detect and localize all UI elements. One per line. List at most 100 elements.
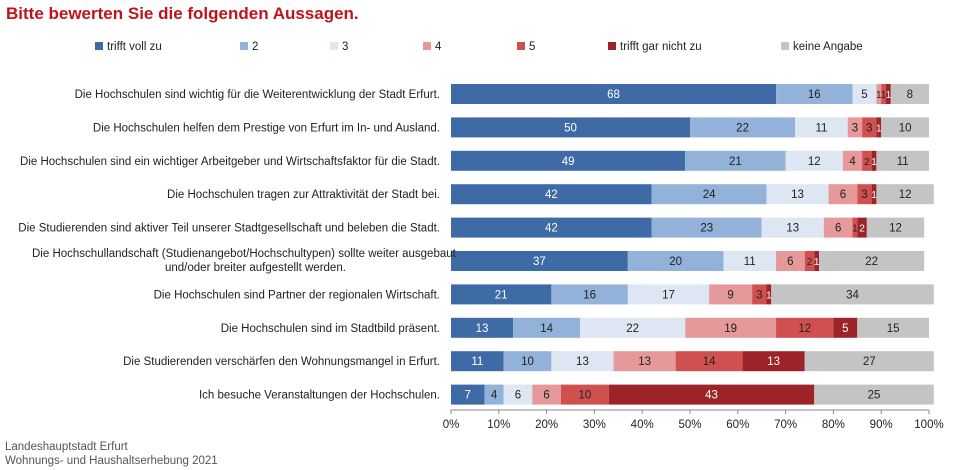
bar-value-label: 5: [861, 89, 867, 101]
legend-swatch: [330, 42, 338, 50]
category-label: Die Hochschulen sind ein wichtiger Arbei…: [20, 156, 440, 168]
bar-segment: [776, 317, 834, 338]
bar-segment: [876, 117, 882, 138]
footer-source: Landeshauptstadt Erfurt: [5, 441, 128, 453]
bar-value-label: 6: [543, 390, 549, 402]
bar-segment: [709, 284, 753, 305]
bar-value-label: 68: [607, 89, 620, 101]
bar-segment: [560, 384, 609, 405]
category-label: Die Hochschulen sind wichtig für die Wei…: [75, 89, 440, 101]
bar-value-label: 43: [705, 390, 718, 402]
bar-segment: [551, 284, 628, 305]
bar-value-label: 1: [871, 157, 877, 168]
bar-segment: [627, 284, 710, 305]
bar-segment: [451, 284, 552, 305]
x-tick-label: 100%: [914, 419, 943, 431]
category-label: Die Hochschulen sind Partner der regiona…: [154, 289, 440, 301]
bar-segment: [795, 117, 848, 138]
bar-value-label: 5: [842, 323, 848, 335]
bar-segment: [513, 317, 581, 338]
bar-segment: [451, 317, 514, 338]
bar-segment: [685, 150, 786, 171]
bar-value-label: 12: [899, 189, 912, 201]
legend-swatch: [95, 42, 103, 50]
bar-segment: [828, 184, 858, 205]
bar-value-label: 16: [808, 89, 821, 101]
bar-value-label: 17: [662, 289, 675, 301]
x-tick-label: 90%: [870, 419, 893, 431]
bar-value-label: 49: [562, 156, 575, 168]
legend-label: keine Angabe: [793, 41, 863, 53]
bar-segment: [857, 317, 929, 338]
bar-value-label: 4: [849, 156, 856, 168]
chart-title: Bitte bewerten Sie die folgenden Aussage…: [6, 4, 359, 23]
bar-value-label: 21: [495, 289, 508, 301]
legend-swatch: [608, 42, 616, 50]
bar-segment: [871, 184, 877, 205]
bar-segment: [876, 150, 929, 171]
bar-segment: [580, 317, 686, 338]
legend-swatch: [517, 42, 525, 50]
bar-segment: [819, 251, 925, 271]
bar-value-label: 1: [766, 290, 772, 301]
bar-value-label: 25: [868, 390, 881, 402]
bar-value-label: 1: [814, 257, 820, 268]
bar-value-label: 50: [564, 122, 577, 134]
x-tick-label: 70%: [774, 419, 797, 431]
bar-segment: [852, 84, 877, 104]
bar-segment: [876, 84, 882, 104]
bar-segment: [890, 84, 929, 104]
bar-value-label: 3: [861, 189, 867, 201]
bar-segment: [857, 184, 872, 205]
bar-segment: [766, 184, 829, 205]
bar-value-label: 22: [736, 122, 749, 134]
bar-segment: [776, 84, 853, 104]
bar-segment: [451, 184, 652, 205]
bar-value-label: 13: [791, 189, 804, 201]
category-label: Ich besuche Veranstaltungen der Hochschu…: [199, 390, 440, 402]
bar-segment: [484, 384, 504, 405]
legend-label: trifft gar nicht zu: [620, 41, 702, 53]
bar-segment: [771, 284, 934, 305]
legend-swatch: [240, 42, 248, 50]
legend-swatch: [423, 42, 431, 50]
bar-value-label: 6: [835, 223, 841, 235]
bar-value-label: 12: [798, 323, 811, 335]
bar-value-label: 6: [787, 256, 793, 268]
bar-value-label: 1: [886, 90, 892, 101]
bar-segment: [804, 251, 815, 271]
bar-segment: [776, 251, 805, 271]
bar-value-label: 2: [807, 257, 813, 268]
bar-segment: [613, 351, 676, 372]
bar-value-label: 4: [491, 390, 498, 402]
bar-value-label: 15: [887, 323, 900, 335]
bar-value-label: 12: [808, 156, 821, 168]
bar-value-label: 20: [669, 256, 682, 268]
bar-segment: [842, 150, 863, 171]
bar-segment: [451, 217, 652, 238]
bar-value-label: 1: [871, 190, 877, 201]
bar-value-label: 21: [729, 156, 742, 168]
bar-value-label: 7: [465, 390, 471, 402]
bar-value-label: 37: [533, 256, 546, 268]
legend-label: trifft voll zu: [107, 41, 162, 53]
bar-value-label: 2: [864, 157, 870, 168]
bar-segment: [785, 150, 843, 171]
bar-value-label: 11: [471, 356, 483, 368]
bar-segment: [847, 117, 863, 138]
bar-segment: [451, 351, 504, 372]
bar-value-label: 14: [703, 356, 716, 368]
bar-value-label: 13: [786, 223, 799, 235]
bar-value-label: 42: [545, 189, 558, 201]
bar-segment: [833, 317, 858, 338]
bar-segment: [766, 284, 772, 305]
legend-label: 3: [342, 41, 348, 53]
bar-segment: [503, 351, 552, 372]
bar-segment: [814, 384, 934, 405]
footer-survey: Wohnungs- und Haushaltserhebung 2021: [5, 455, 218, 467]
bar-value-label: 3: [852, 122, 858, 134]
bar-value-label: 24: [703, 189, 716, 201]
bar-segment: [761, 217, 824, 238]
legend-label: 5: [529, 41, 535, 53]
